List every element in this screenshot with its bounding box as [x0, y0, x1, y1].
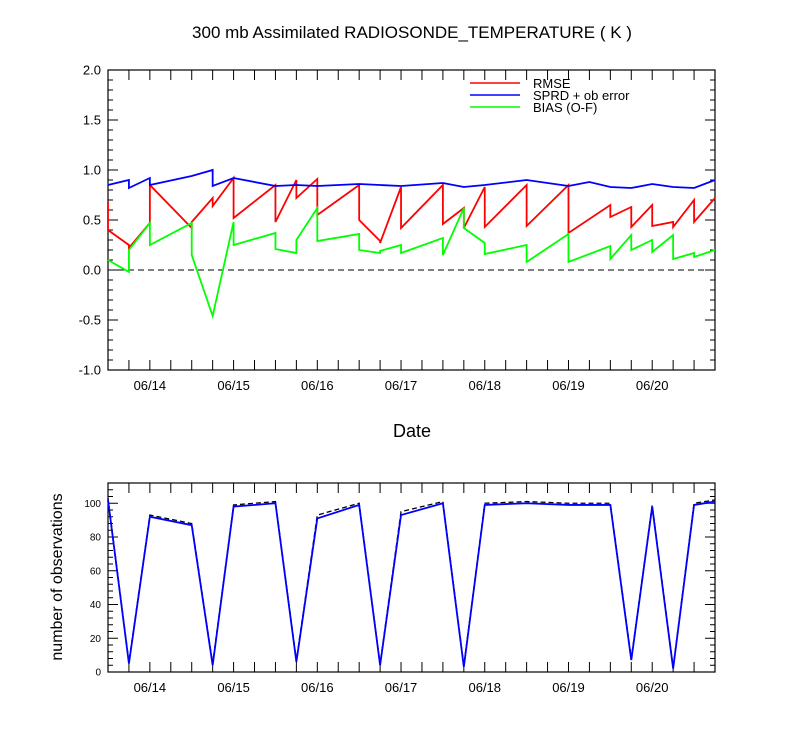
bottom-x-tick-label: 06/20	[636, 680, 669, 695]
top-y-tick-label: 0.5	[83, 213, 101, 228]
top-series-rmse	[107, 175, 716, 251]
bottom-y-tick-label: 80	[90, 533, 102, 544]
top-y-tick-label: 2.0	[83, 63, 101, 78]
legend-label-sprd-ob-error: SPRD + ob error	[533, 88, 630, 103]
x-axis-title: Date	[393, 421, 431, 441]
bottom-x-tick-label: 06/17	[385, 680, 418, 695]
bottom-x-tick-label: 06/19	[552, 680, 585, 695]
bottom-x-tick-label: 06/14	[134, 680, 167, 695]
top-y-tick-label: -0.5	[79, 313, 101, 328]
top-series-sprd-ob-error	[107, 168, 716, 190]
top-x-tick-label: 06/20	[636, 378, 669, 393]
top-x-tick-label: 06/19	[552, 378, 585, 393]
top-plot-frame	[107, 69, 716, 371]
top-x-tick-label: 06/17	[385, 378, 418, 393]
legend-label-rmse: RMSE	[533, 76, 571, 91]
top-y-tick-label: 1.5	[83, 113, 101, 128]
top-chart: 06/14 06/15 06/16 06/17 06/18 06/19 06/20 -1.0 -…	[79, 63, 716, 393]
top-y-tick-label: -1.0	[79, 363, 101, 378]
bottom-y-tick-label: 0	[95, 668, 101, 679]
top-x-tick-label: 06/14	[134, 378, 167, 393]
bottom-series-possible	[107, 498, 716, 668]
bottom-y-axis-title: number of observations	[49, 493, 66, 660]
chart-title: 300 mb Assimilated RADIOSONDE_TEMPERATUR…	[192, 23, 632, 42]
bottom-y-tick-label: 100	[84, 499, 101, 510]
bottom-y-tick-label: 40	[90, 600, 102, 611]
bottom-x-tick-label: 06/18	[468, 680, 501, 695]
bottom-series-used	[107, 499, 716, 669]
top-x-tick-label: 06/16	[301, 378, 334, 393]
bottom-y-tick-label: 60	[90, 566, 102, 577]
bottom-y-tick-label: 20	[90, 634, 102, 645]
top-x-tick-label: 06/15	[217, 378, 250, 393]
top-series-bias-o-f	[107, 204, 716, 320]
top-x-tick-label: 06/18	[468, 378, 501, 393]
top-y-tick-label: 0.0	[83, 263, 101, 278]
top-y-tick-label: 1.0	[83, 163, 101, 178]
bottom-x-tick-label: 06/15	[217, 680, 250, 695]
legend-label-bias-o-f: BIAS (O-F)	[533, 100, 597, 115]
bottom-chart: 06/14 06/15 06/16 06/17 06/18 06/19 06/20 0 20 40…	[84, 482, 716, 695]
bottom-x-tick-label: 06/16	[301, 680, 334, 695]
